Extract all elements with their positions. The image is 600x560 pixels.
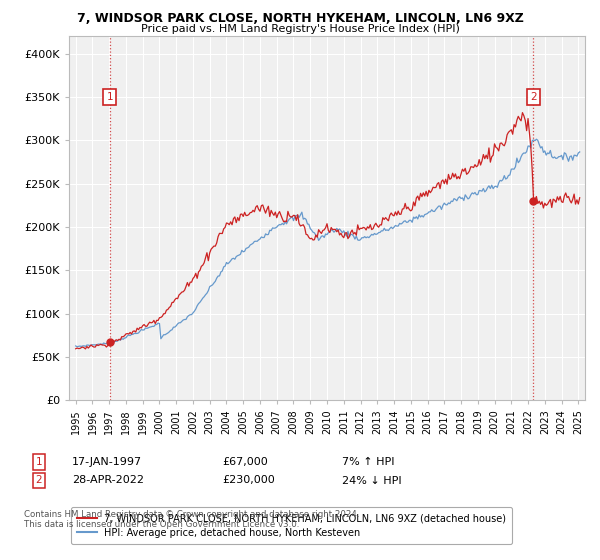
Text: This data is licensed under the Open Government Licence v3.0.: This data is licensed under the Open Gov… — [24, 520, 299, 529]
Point — [105, 338, 115, 347]
Point — [529, 197, 538, 206]
Text: 1: 1 — [35, 457, 43, 467]
Text: £230,000: £230,000 — [222, 475, 275, 486]
Text: 17-JAN-1997: 17-JAN-1997 — [72, 457, 142, 467]
Text: 1: 1 — [107, 92, 113, 102]
Text: Contains HM Land Registry data © Crown copyright and database right 2024.: Contains HM Land Registry data © Crown c… — [24, 510, 359, 519]
Text: 24% ↓ HPI: 24% ↓ HPI — [342, 475, 401, 486]
Text: £67,000: £67,000 — [222, 457, 268, 467]
Legend: 7, WINDSOR PARK CLOSE, NORTH HYKEHAM, LINCOLN, LN6 9XZ (detached house), HPI: Av: 7, WINDSOR PARK CLOSE, NORTH HYKEHAM, LI… — [71, 507, 512, 544]
Text: 2: 2 — [35, 475, 43, 486]
Text: 28-APR-2022: 28-APR-2022 — [72, 475, 144, 486]
Text: 2: 2 — [530, 92, 537, 102]
Text: Price paid vs. HM Land Registry's House Price Index (HPI): Price paid vs. HM Land Registry's House … — [140, 24, 460, 34]
Text: 7, WINDSOR PARK CLOSE, NORTH HYKEHAM, LINCOLN, LN6 9XZ: 7, WINDSOR PARK CLOSE, NORTH HYKEHAM, LI… — [77, 12, 523, 25]
Text: 7% ↑ HPI: 7% ↑ HPI — [342, 457, 395, 467]
